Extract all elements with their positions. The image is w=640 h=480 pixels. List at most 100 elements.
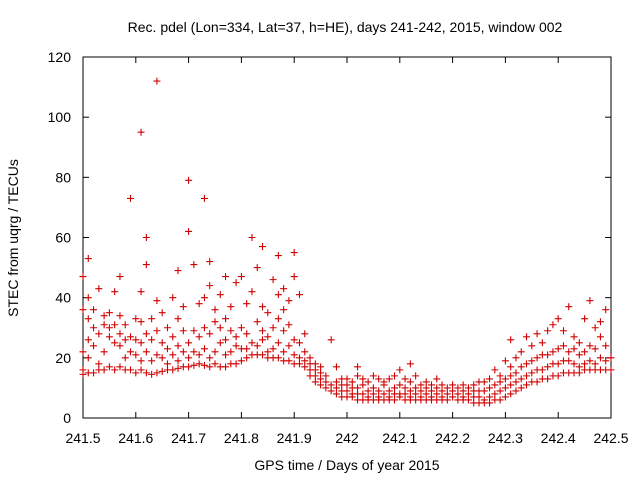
data-point [301, 363, 309, 371]
data-point [179, 303, 187, 311]
data-point [163, 360, 171, 368]
data-point [84, 315, 92, 323]
data-point [412, 384, 420, 392]
data-point [274, 291, 282, 299]
data-point [174, 364, 182, 372]
y-tick-label: 120 [48, 49, 72, 65]
data-point [200, 294, 208, 302]
data-point [480, 396, 488, 404]
data-point [243, 354, 251, 362]
data-point [142, 330, 150, 338]
data-point [158, 309, 166, 317]
data-point [116, 330, 124, 338]
data-point [427, 393, 435, 401]
data-point [480, 378, 488, 386]
data-point [290, 336, 298, 344]
data-point [206, 258, 214, 266]
tick-labels: 241.5 241.6 241.7 241.8 241.9 242 242.1 242.2 24… [48, 49, 629, 446]
data-point [523, 360, 531, 368]
data-point [200, 324, 208, 332]
data-point [343, 375, 351, 383]
chart-title: Rec. pdel (Lon=334, Lat=37, h=HE), days … [128, 19, 563, 35]
data-point [84, 336, 92, 344]
data-point [438, 381, 446, 389]
data-point [227, 327, 235, 335]
data-point [348, 378, 356, 386]
data-point [269, 276, 277, 284]
data-point [185, 227, 193, 235]
data-point [596, 354, 604, 362]
data-point [449, 393, 457, 401]
data-point [449, 381, 457, 389]
x-tick-label: 241.8 [224, 430, 259, 446]
data-point [581, 348, 589, 356]
data-point [369, 390, 377, 398]
data-point [501, 393, 509, 401]
data-point [317, 363, 325, 371]
data-point [496, 396, 504, 404]
data-point [206, 330, 214, 338]
data-point [232, 333, 240, 341]
data-point [385, 387, 393, 395]
data-point [100, 321, 108, 329]
data-point [332, 378, 340, 386]
x-tick-label: 242.4 [541, 430, 576, 446]
data-point [327, 381, 335, 389]
data-point [544, 363, 552, 371]
data-point [132, 351, 140, 359]
data-point [185, 339, 193, 347]
data-point [295, 339, 303, 347]
data-point [259, 327, 267, 335]
y-tick-label: 0 [63, 410, 71, 426]
data-point [401, 390, 409, 398]
data-point [274, 315, 282, 323]
data-point [422, 390, 430, 398]
data-point [90, 324, 98, 332]
data-point [195, 300, 203, 308]
data-point [575, 369, 583, 377]
data-point [533, 378, 541, 386]
x-tick-label: 242.1 [382, 430, 417, 446]
data-point [295, 360, 303, 368]
data-point [443, 384, 451, 392]
data-point [501, 384, 509, 392]
data-point [79, 348, 87, 356]
data-point [311, 372, 319, 380]
data-point [105, 309, 113, 317]
data-point [433, 384, 441, 392]
data-point [116, 363, 124, 371]
data-point [359, 375, 367, 383]
data-point [322, 378, 330, 386]
data-point [100, 348, 108, 356]
data-point [158, 339, 166, 347]
data-point [148, 370, 156, 378]
data-point [301, 330, 309, 338]
data-point [269, 324, 277, 332]
data-point [253, 318, 261, 326]
data-point [486, 375, 494, 383]
data-point [332, 390, 340, 398]
data-point [111, 288, 119, 296]
data-point [475, 393, 483, 401]
data-point [559, 327, 567, 335]
data-point [427, 381, 435, 389]
data-point [100, 366, 108, 374]
data-point [243, 345, 251, 353]
data-point [111, 321, 119, 329]
x-tick-label: 242 [335, 430, 359, 446]
data-point [142, 234, 150, 241]
data-point [190, 361, 198, 369]
data-point [148, 357, 156, 365]
data-point [602, 357, 610, 365]
data-point [95, 360, 103, 368]
x-axis-label: GPS time / Days of year 2015 [254, 457, 439, 473]
data-point [264, 348, 272, 356]
data-point [216, 339, 224, 347]
data-point [433, 390, 441, 398]
data-point [422, 384, 430, 392]
data-point [491, 366, 499, 374]
data-point [142, 348, 150, 356]
data-point [222, 273, 230, 281]
data-point [243, 300, 251, 308]
